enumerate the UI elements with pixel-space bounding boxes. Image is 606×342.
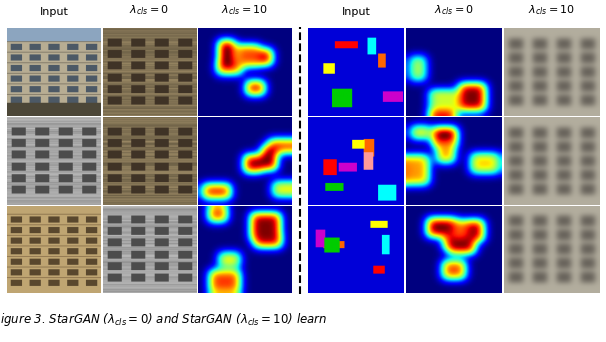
Text: $\lambda_{cls} = 10$: $\lambda_{cls} = 10$ — [221, 3, 268, 17]
Text: $\lambda_{cls} = 0$: $\lambda_{cls} = 0$ — [130, 3, 169, 17]
Text: $\lambda_{cls} = 10$: $\lambda_{cls} = 10$ — [528, 3, 574, 17]
Text: igure 3. StarGAN ($\lambda_{cls} = 0$) and StarGAN ($\lambda_{cls} = 10$) learn: igure 3. StarGAN ($\lambda_{cls} = 0$) a… — [0, 311, 327, 328]
Text: $\lambda_{cls} = 0$: $\lambda_{cls} = 0$ — [434, 3, 473, 17]
Text: Input: Input — [39, 7, 68, 17]
Text: Input: Input — [342, 7, 370, 17]
